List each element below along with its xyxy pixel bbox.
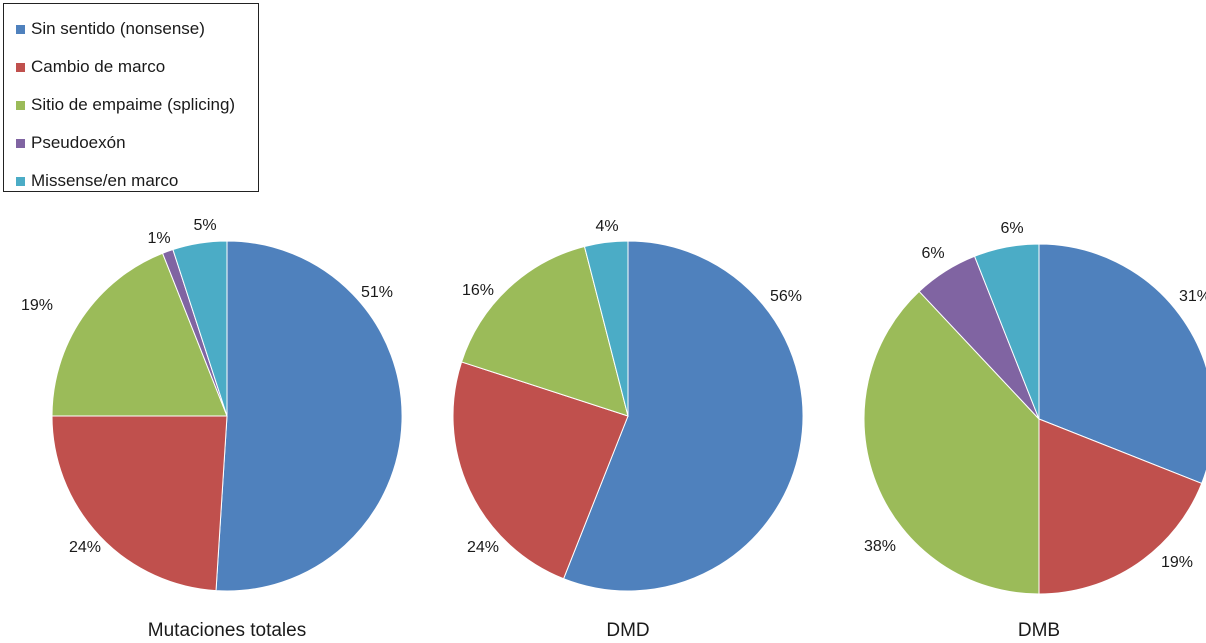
pie-slice [51,252,228,417]
slice-percent-label: 5% [193,217,216,234]
slice-percent-label: 6% [921,245,944,262]
slice-percent-label: 16% [462,282,494,299]
legend-swatch [16,24,25,34]
pie-slice [1038,418,1203,595]
slice-percent-label: 24% [69,539,101,556]
slice-percent-label: 4% [595,218,618,235]
pie-slice [215,240,403,592]
legend-label: Sitio de empaime (splicing) [31,95,236,114]
slice-percent-label: 24% [467,539,499,556]
pie-slice [583,240,629,417]
slice-percent-label: 31% [1179,288,1206,305]
legend-item: Sin sentido (nonsense) [16,18,205,40]
pie-slice [452,361,629,580]
legend-swatch [16,62,25,72]
legend-item: Pseudoexón [16,132,126,154]
legend-swatch [16,176,25,186]
legend-label: Cambio de marco [31,57,166,76]
legend-item: Missense/en marco [16,170,178,192]
pie-slice [562,240,804,592]
pie-slice [973,243,1040,420]
chart-title: DMD [606,620,649,641]
slice-percent-label: 51% [361,284,393,301]
chart-title: Mutaciones totales [148,620,306,641]
pie-chart: 51% 24% 19% 1% 5% Mutaciones totales [21,217,403,641]
chart-legend: Sin sentido (nonsense) Cambio de marco Sit… [3,3,259,192]
pie-slice [1038,243,1206,485]
chart-title: DMB [1018,620,1060,641]
pie-chart: 31% 19% 38% 6% 6% DMB [863,220,1206,641]
pie-slice [172,240,228,417]
pie-slice [863,290,1040,595]
pie-slice [51,415,228,592]
slice-percent-label: 38% [864,538,896,555]
legend-item: Sitio de empaime (splicing) [16,94,235,116]
pie-slice [460,245,629,417]
pie-chart: 56% 24% 16% 4% DMD [452,218,804,641]
legend-swatch [16,138,25,148]
legend-label: Sin sentido (nonsense) [31,19,205,38]
slice-percent-label: 6% [1000,220,1023,237]
slice-percent-label: 19% [1161,554,1193,571]
slice-percent-label: 1% [147,230,170,247]
slice-percent-label: 19% [21,297,53,314]
slice-percent-label: 56% [770,288,802,305]
legend-label: Pseudoexón [31,133,126,152]
legend-label: Missense/en marco [31,171,179,190]
legend-swatch [16,100,25,110]
legend-item: Cambio de marco [16,56,165,78]
